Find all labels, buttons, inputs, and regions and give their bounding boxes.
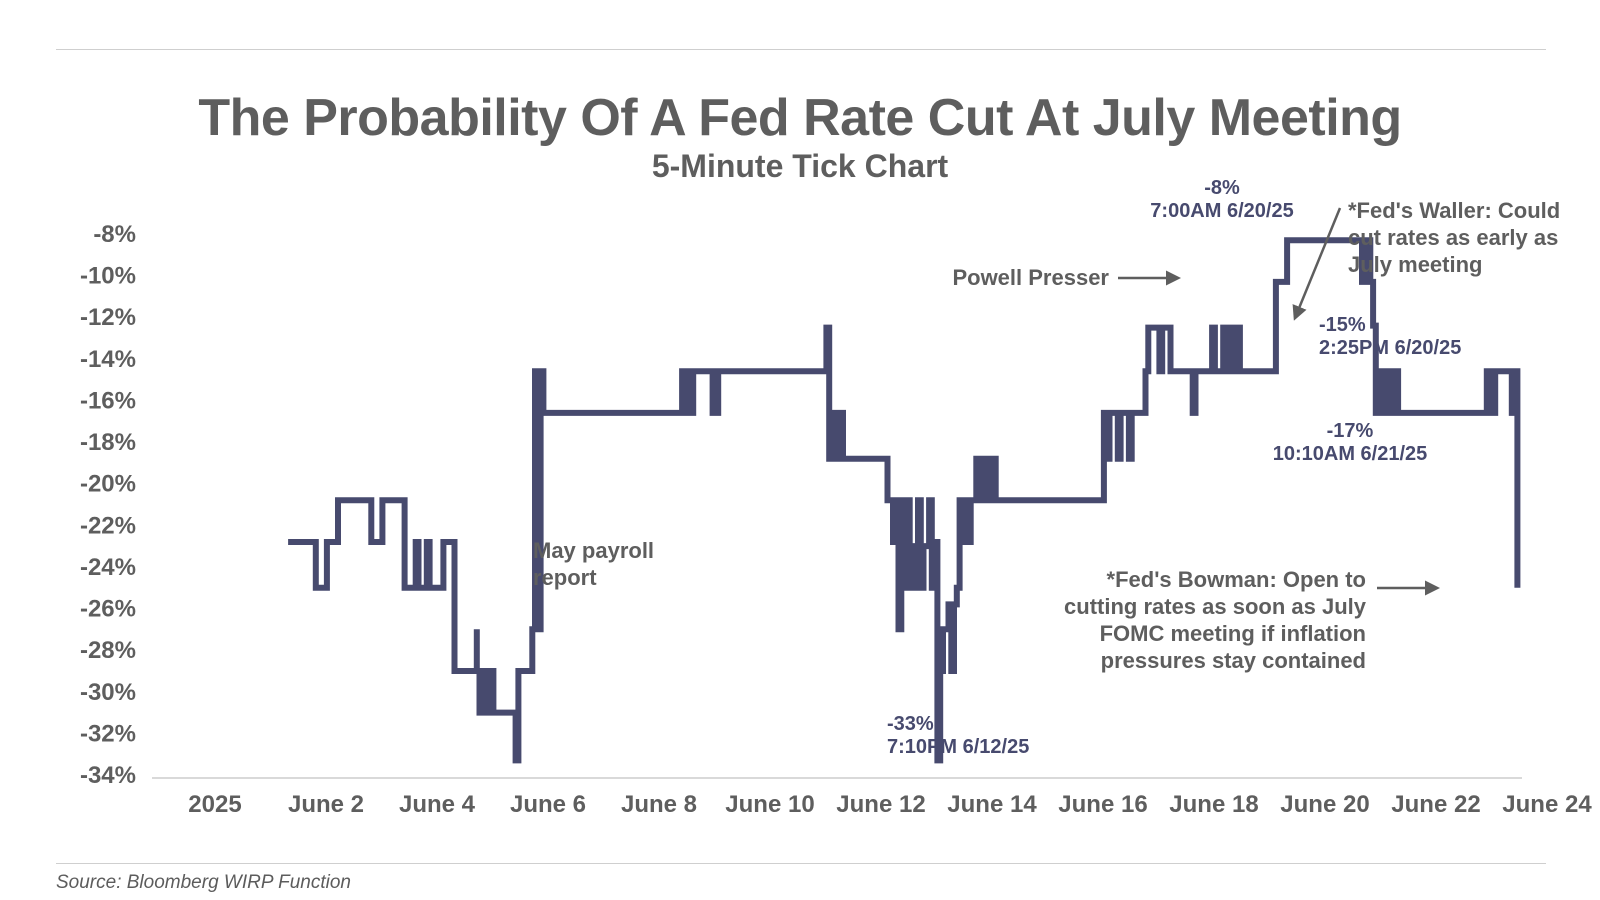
y-tick-labels: -8% -10% -12% -14% -16% -18% -20% -22% -24% -26% -…	[80, 221, 136, 789]
y-tick-label: -26%	[80, 596, 136, 623]
y-tick-label: -30%	[80, 679, 136, 706]
y-tick-label: -8%	[93, 221, 136, 248]
y-tick-label: -28%	[80, 637, 136, 664]
annotation-line: pressures stay contained	[1101, 648, 1366, 673]
annotation-line: cutting rates as soon as July	[1064, 594, 1367, 619]
y-tick-label: -10%	[80, 263, 136, 290]
y-tick-label: -34%	[80, 762, 136, 789]
annotation-line: 2:25PM 6/20/25	[1319, 337, 1461, 359]
annotation-waller: *Fed's Waller: Could cut rates as early a…	[1348, 198, 1560, 277]
chart-title: The Probability Of A Fed Rate Cut At Jul…	[198, 89, 1402, 147]
y-tick-label: -24%	[80, 554, 136, 581]
x-tick-label: June 18	[1169, 791, 1258, 818]
annotation-line: May payroll	[533, 538, 654, 563]
annotation-line: 7:00AM 6/20/25	[1150, 200, 1293, 222]
annotation-line: -15%	[1319, 314, 1366, 336]
chart-subtitle: 5-Minute Tick Chart	[651, 148, 949, 184]
x-tick-label: June 10	[725, 791, 814, 818]
x-tick-label: June 12	[836, 791, 925, 818]
annotation-line: *Fed's Waller: Could	[1348, 198, 1560, 223]
top-divider	[56, 49, 1546, 50]
annotation-15: -15% 2:25PM 6/20/25	[1319, 314, 1461, 359]
bottom-divider	[56, 863, 1546, 864]
annotation-line: -17%	[1327, 420, 1374, 442]
annotation-peak: -8% 7:00AM 6/20/25	[1150, 177, 1293, 222]
source-note: Source: Bloomberg WIRP Function	[56, 872, 351, 893]
x-tick-label: June 20	[1280, 791, 1369, 818]
annotation-line: -33%	[887, 713, 934, 735]
y-tick-label: -18%	[80, 429, 136, 456]
y-tick-label: -32%	[80, 720, 136, 747]
x-tick-label: June 2	[288, 791, 364, 818]
annotation-bowman: *Fed's Bowman: Open to cutting rates as s…	[1064, 567, 1367, 673]
x-tick-label: June 22	[1391, 791, 1480, 818]
annotation-low: -33% 7:10PM 6/12/25	[887, 713, 1029, 758]
x-tick-label: June 14	[947, 791, 1037, 818]
annotations: Powell Presser -8% 7:00AM 6/20/25 *Fed's …	[533, 177, 1560, 758]
x-tick-label: June 24	[1502, 791, 1592, 818]
x-tick-label: June 4	[399, 791, 476, 818]
x-tick-labels: 2025 June 2 June 4 June 6 June 8 June 10 June …	[188, 791, 1592, 818]
annotation-line: 10:10AM 6/21/25	[1273, 443, 1428, 465]
x-tick-label: June 16	[1058, 791, 1147, 818]
annotation-line: *Fed's Bowman: Open to	[1107, 567, 1366, 592]
annotation-line: FOMC meeting if inflation	[1100, 621, 1366, 646]
annotation-payroll: May payroll report	[533, 538, 654, 590]
annotation-line: -8%	[1204, 177, 1240, 199]
annotation-17: -17% 10:10AM 6/21/25	[1273, 420, 1428, 465]
annotation-line: Powell Presser	[952, 265, 1109, 290]
annotation-line: 7:10PM 6/12/25	[887, 736, 1029, 758]
annotation-line: report	[533, 565, 597, 590]
y-tick-label: -12%	[80, 304, 136, 331]
y-tick-label: -20%	[80, 471, 136, 498]
x-tick-label: 2025	[188, 791, 241, 818]
annotation-line: July meeting	[1348, 252, 1482, 277]
annotation-line: cut rates as early as	[1348, 225, 1558, 250]
arrow-waller	[1292, 207, 1342, 321]
annotation-powell: Powell Presser	[952, 265, 1109, 290]
y-tick-label: -14%	[80, 346, 136, 373]
x-tick-label: June 8	[621, 791, 697, 818]
y-tick-label: -16%	[80, 387, 136, 414]
x-tick-label: June 6	[510, 791, 586, 818]
probability-line	[288, 237, 1521, 764]
y-tick-label: -22%	[80, 512, 136, 539]
